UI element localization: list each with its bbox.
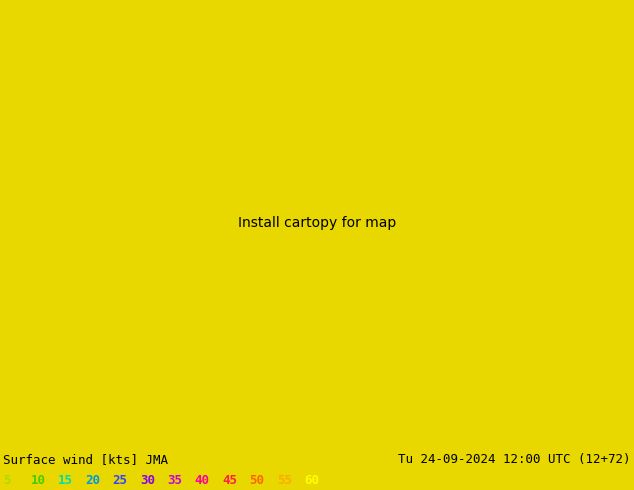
Text: 55: 55 <box>277 473 292 487</box>
Text: 60: 60 <box>304 473 320 487</box>
Text: 15: 15 <box>58 473 73 487</box>
Text: 45: 45 <box>222 473 237 487</box>
Text: 35: 35 <box>167 473 183 487</box>
Text: 20: 20 <box>86 473 100 487</box>
Text: Surface wind [kts] JMA: Surface wind [kts] JMA <box>3 453 168 466</box>
Text: 10: 10 <box>30 473 46 487</box>
Text: 25: 25 <box>113 473 127 487</box>
Text: Tu 24-09-2024 12:00 UTC (12+72): Tu 24-09-2024 12:00 UTC (12+72) <box>398 453 631 466</box>
Text: 50: 50 <box>250 473 264 487</box>
Text: 30: 30 <box>140 473 155 487</box>
Text: 5: 5 <box>3 473 11 487</box>
Text: 40: 40 <box>195 473 210 487</box>
Text: Install cartopy for map: Install cartopy for map <box>238 217 396 230</box>
